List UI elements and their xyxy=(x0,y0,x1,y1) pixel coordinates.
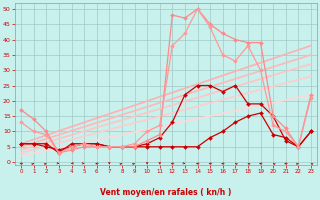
X-axis label: Vent moyen/en rafales ( kn/h ): Vent moyen/en rafales ( kn/h ) xyxy=(100,188,232,197)
